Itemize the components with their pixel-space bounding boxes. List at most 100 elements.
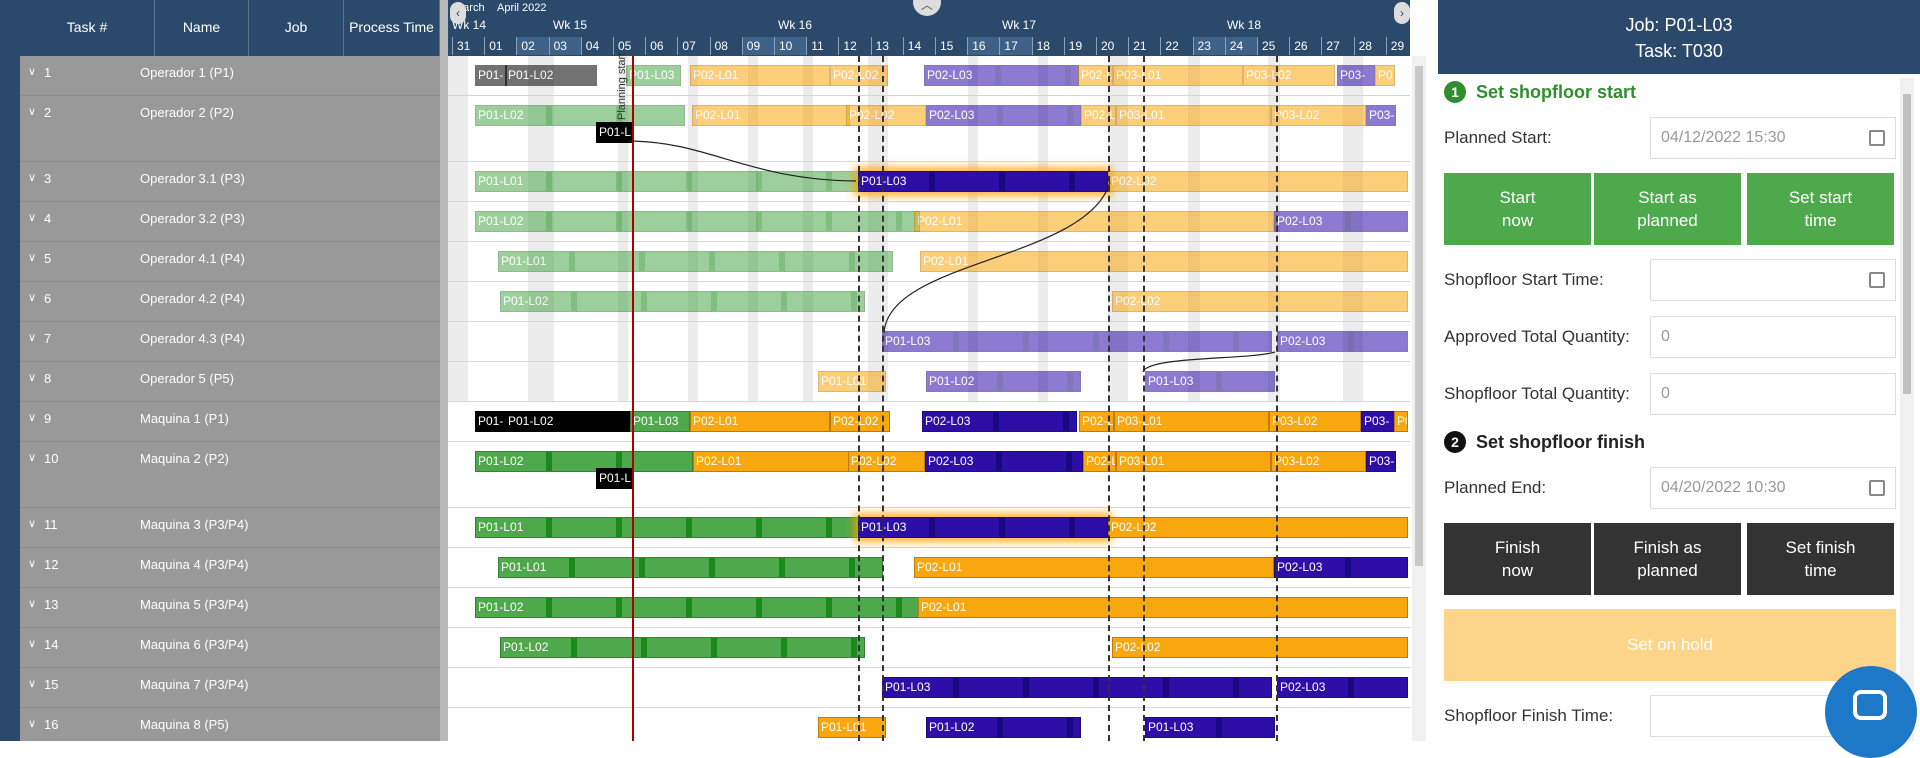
task-bar[interactable]: P03-L01: [1116, 451, 1271, 472]
task-bar[interactable]: P02-L02: [848, 451, 925, 472]
task-bar[interactable]: P01-L02: [475, 211, 920, 232]
task-bar[interactable]: P01-L01: [475, 517, 860, 538]
task-bar[interactable]: P01-L02: [505, 411, 630, 432]
task-bar[interactable]: P01-L03: [882, 677, 1272, 698]
panel-splitter[interactable]: [440, 0, 448, 741]
task-bar[interactable]: P02-L01: [920, 251, 1408, 272]
task-bar[interactable]: P01-L03: [626, 65, 681, 86]
task-bar[interactable]: P03-L02: [1271, 451, 1366, 472]
grid-row[interactable]: ∨ 3 Operador 3.1 (P3): [20, 162, 447, 202]
scroll-left-icon[interactable]: ‹: [450, 2, 466, 24]
chevron-down-icon[interactable]: ∨: [28, 372, 37, 384]
task-bar[interactable]: P02-L01: [914, 211, 1274, 232]
collapse-up-icon[interactable]: ︿: [913, 0, 941, 16]
finish-now-button[interactable]: Finish now: [1444, 523, 1591, 595]
task-bar[interactable]: P02-L03: [1274, 211, 1408, 232]
task-bar[interactable]: P03-L02: [1269, 411, 1361, 432]
task-bar[interactable]: P02-L01: [690, 411, 830, 432]
task-bar[interactable]: P03-L02: [1243, 65, 1335, 86]
task-bar[interactable]: P03-L01: [1116, 105, 1271, 126]
shopfloor-start-field[interactable]: [1650, 259, 1896, 301]
column-job[interactable]: Job: [249, 0, 344, 56]
chevron-down-icon[interactable]: ∨: [28, 718, 37, 730]
task-bar[interactable]: P01-L02: [475, 451, 693, 472]
task-bar[interactable]: P01-L01: [818, 371, 886, 392]
task-bar[interactable]: P02-L03: [1277, 677, 1408, 698]
task-bar[interactable]: P01-L02: [505, 65, 597, 86]
grid-row[interactable]: ∨ 8 Operador 5 (P5): [20, 362, 447, 402]
start-as-planned-button[interactable]: Start as planned: [1594, 173, 1741, 245]
calendar-icon[interactable]: [1869, 272, 1885, 288]
column-process-time[interactable]: Process Time: [344, 0, 440, 56]
scroll-right-icon[interactable]: ›: [1394, 2, 1410, 24]
set-start-time-button[interactable]: Set start time: [1747, 173, 1894, 245]
chevron-down-icon[interactable]: ∨: [28, 558, 37, 570]
task-bar[interactable]: P01-L03: [630, 411, 690, 432]
grid-row[interactable]: ∨ 15 Maquina 7 (P3/P4): [20, 668, 447, 708]
finish-as-planned-button[interactable]: Finish as planned: [1594, 523, 1741, 595]
task-bar[interactable]: P03-: [1366, 105, 1396, 126]
task-bar[interactable]: P03-: [1361, 411, 1396, 432]
chevron-down-icon[interactable]: ∨: [28, 66, 37, 78]
task-bar[interactable]: P01-L02: [475, 597, 920, 618]
task-bar[interactable]: P02-L: [1083, 451, 1116, 472]
grid-row[interactable]: ∨ 13 Maquina 5 (P3/P4): [20, 588, 447, 628]
task-bar[interactable]: P03-L02: [1271, 105, 1366, 126]
grid-row[interactable]: ∨ 10 Maquina 2 (P2): [20, 442, 447, 508]
task-bar[interactable]: P02-L: [1079, 411, 1114, 432]
calendar-icon[interactable]: [1869, 130, 1885, 146]
task-bar[interactable]: P01-L01: [498, 251, 893, 272]
chevron-down-icon[interactable]: ∨: [28, 292, 37, 304]
task-bar[interactable]: P01-L03: [1145, 717, 1275, 738]
task-bar[interactable]: P02-L03: [926, 105, 1081, 126]
column-name[interactable]: Name: [155, 0, 249, 56]
grid-row[interactable]: ∨ 4 Operador 3.2 (P3): [20, 202, 447, 242]
task-bar[interactable]: P02-L02: [1112, 637, 1408, 658]
task-bar[interactable]: P02-L02: [1112, 291, 1408, 312]
grid-row[interactable]: ∨ 14 Maquina 6 (P3/P4): [20, 628, 447, 668]
task-bar[interactable]: P03-L01: [1113, 65, 1243, 86]
task-bar[interactable]: P02-L03: [1277, 331, 1408, 352]
grid-row[interactable]: ∨ 12 Maquina 4 (P3/P4): [20, 548, 447, 588]
task-bar[interactable]: P01-L01: [498, 557, 883, 578]
task-bar[interactable]: P02-L03: [925, 451, 1083, 472]
task-bar[interactable]: P02-L01: [693, 451, 853, 472]
task-bar[interactable]: P02-L: [1081, 105, 1116, 126]
column-task-num[interactable]: Task #: [20, 0, 155, 56]
task-bar[interactable]: P03-L01: [1114, 411, 1269, 432]
chat-button[interactable]: [1825, 666, 1917, 758]
chevron-down-icon[interactable]: ∨: [28, 412, 37, 424]
grid-row[interactable]: ∨ 16 Maquina 8 (P5): [20, 708, 447, 741]
planned-start-field[interactable]: 04/12/2022 15:30: [1650, 117, 1896, 159]
task-bar[interactable]: P02-L02: [1108, 517, 1408, 538]
task-bar[interactable]: P02-L: [1078, 65, 1113, 86]
task-bar[interactable]: P01-: [475, 65, 507, 86]
task-bar[interactable]: P03-: [1337, 65, 1375, 86]
chevron-down-icon[interactable]: ∨: [28, 172, 37, 184]
task-bar[interactable]: P01-L03: [1145, 371, 1275, 392]
task-bar[interactable]: P01-L: [596, 122, 632, 143]
task-bar[interactable]: P01-L03: [858, 171, 1108, 192]
approved-qty-field[interactable]: 0: [1650, 316, 1896, 358]
task-bar[interactable]: P02-L03: [1274, 557, 1408, 578]
task-bar[interactable]: P01-L01: [818, 717, 886, 738]
task-bar[interactable]: P01-L: [596, 468, 632, 489]
task-bar[interactable]: P03-: [1366, 451, 1396, 472]
grid-row[interactable]: ∨ 2 Operador 2 (P2): [20, 96, 447, 162]
shopfloor-qty-field[interactable]: 0: [1650, 373, 1896, 415]
grid-row[interactable]: ∨ 9 Maquina 1 (P1): [20, 402, 447, 442]
task-bar[interactable]: P0: [1375, 65, 1395, 86]
task-bar[interactable]: P01-L02: [500, 637, 865, 658]
chevron-down-icon[interactable]: ∨: [28, 332, 37, 344]
grid-row[interactable]: ∨ 6 Operador 4.2 (P4): [20, 282, 447, 322]
grid-row[interactable]: ∨ 11 Maquina 3 (P3/P4): [20, 508, 447, 548]
task-bar[interactable]: P02-L02: [830, 411, 890, 432]
set-on-hold-button[interactable]: Set on hold: [1444, 609, 1896, 681]
chevron-down-icon[interactable]: ∨: [28, 252, 37, 264]
gantt-vertical-scrollbar[interactable]: [1412, 56, 1426, 741]
grid-row[interactable]: ∨ 7 Operador 4.3 (P4): [20, 322, 447, 362]
task-bar[interactable]: P02-L01: [918, 597, 1408, 618]
chevron-down-icon[interactable]: ∨: [28, 452, 37, 464]
task-bar[interactable]: P01-L02: [926, 717, 1081, 738]
planned-end-field[interactable]: 04/20/2022 10:30: [1650, 467, 1896, 509]
